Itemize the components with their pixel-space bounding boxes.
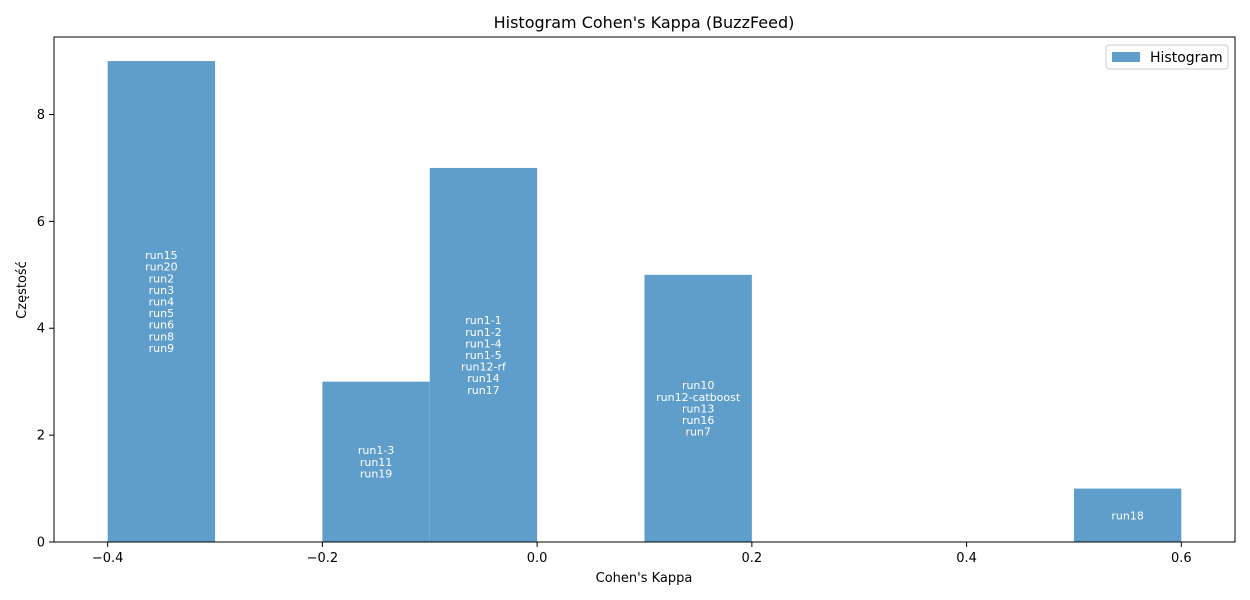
x-tick-label: 0.0 — [527, 551, 548, 566]
bar-run-label: run1-5 — [465, 349, 501, 362]
x-axis-label: Cohen's Kappa — [596, 571, 693, 586]
x-tick-label: 0.2 — [742, 551, 763, 566]
y-tick-label: 0 — [37, 536, 45, 551]
bars-group — [107, 61, 1182, 543]
y-tick-label: 8 — [37, 108, 45, 123]
y-tick-label: 4 — [37, 322, 45, 337]
y-axis-label: Częstość — [15, 261, 30, 319]
y-tick-label: 2 — [37, 429, 45, 444]
histogram-bar — [107, 61, 216, 543]
y-axis-ticks: 0 2 4 6 8 — [37, 108, 54, 551]
bar-run-label: run1-3 — [358, 444, 394, 457]
bar-run-label: run17 — [467, 384, 499, 397]
x-axis-ticks: −0.4 −0.2 0.0 0.2 0.4 0.6 — [92, 542, 1192, 566]
x-tick-label: −0.2 — [307, 551, 339, 566]
y-tick-label: 6 — [37, 215, 45, 230]
chart-title: Histogram Cohen's Kappa (BuzzFeed) — [494, 13, 795, 32]
bar-run-label: run12-rf — [461, 361, 507, 374]
bar-run-label: run19 — [360, 467, 392, 480]
bar-run-label: run6 — [149, 319, 174, 332]
bar-run-label: run1-1 — [465, 314, 501, 327]
histogram-bar — [322, 381, 430, 542]
x-tick-label: −0.4 — [92, 551, 124, 566]
histogram-bar — [1073, 488, 1182, 542]
x-tick-label: 0.4 — [956, 551, 977, 566]
bar-run-label: run15 — [145, 249, 177, 262]
legend-label: Histogram — [1150, 50, 1223, 66]
bar-run-label: run16 — [682, 414, 714, 427]
bar-run-label: run1-4 — [465, 337, 501, 350]
bar-run-label: run3 — [149, 284, 174, 297]
legend: Histogram — [1105, 44, 1229, 70]
legend-swatch — [1112, 52, 1140, 62]
bar-run-label: run14 — [467, 372, 499, 385]
bar-run-label: run18 — [1111, 509, 1143, 522]
bar-run-label: run9 — [149, 342, 174, 355]
bar-run-label: run7 — [685, 426, 710, 439]
histogram-bar — [644, 274, 752, 542]
plot-frame — [53, 36, 1236, 543]
bar-run-label: run11 — [360, 456, 392, 469]
bar-run-label: run13 — [682, 402, 714, 415]
legend-frame — [1105, 44, 1229, 70]
bar-run-label: run2 — [149, 272, 174, 285]
x-tick-label: 0.6 — [1171, 551, 1192, 566]
histogram-bar — [429, 167, 538, 543]
bar-run-label: run4 — [149, 296, 174, 309]
bar-run-label: run8 — [149, 330, 174, 343]
bar-run-label: run1-2 — [465, 326, 501, 339]
bar-run-label: run12-catboost — [656, 391, 741, 404]
bar-run-label: run20 — [145, 261, 177, 274]
bar-run-label: run10 — [682, 379, 714, 392]
bar-run-label: run5 — [149, 307, 174, 320]
